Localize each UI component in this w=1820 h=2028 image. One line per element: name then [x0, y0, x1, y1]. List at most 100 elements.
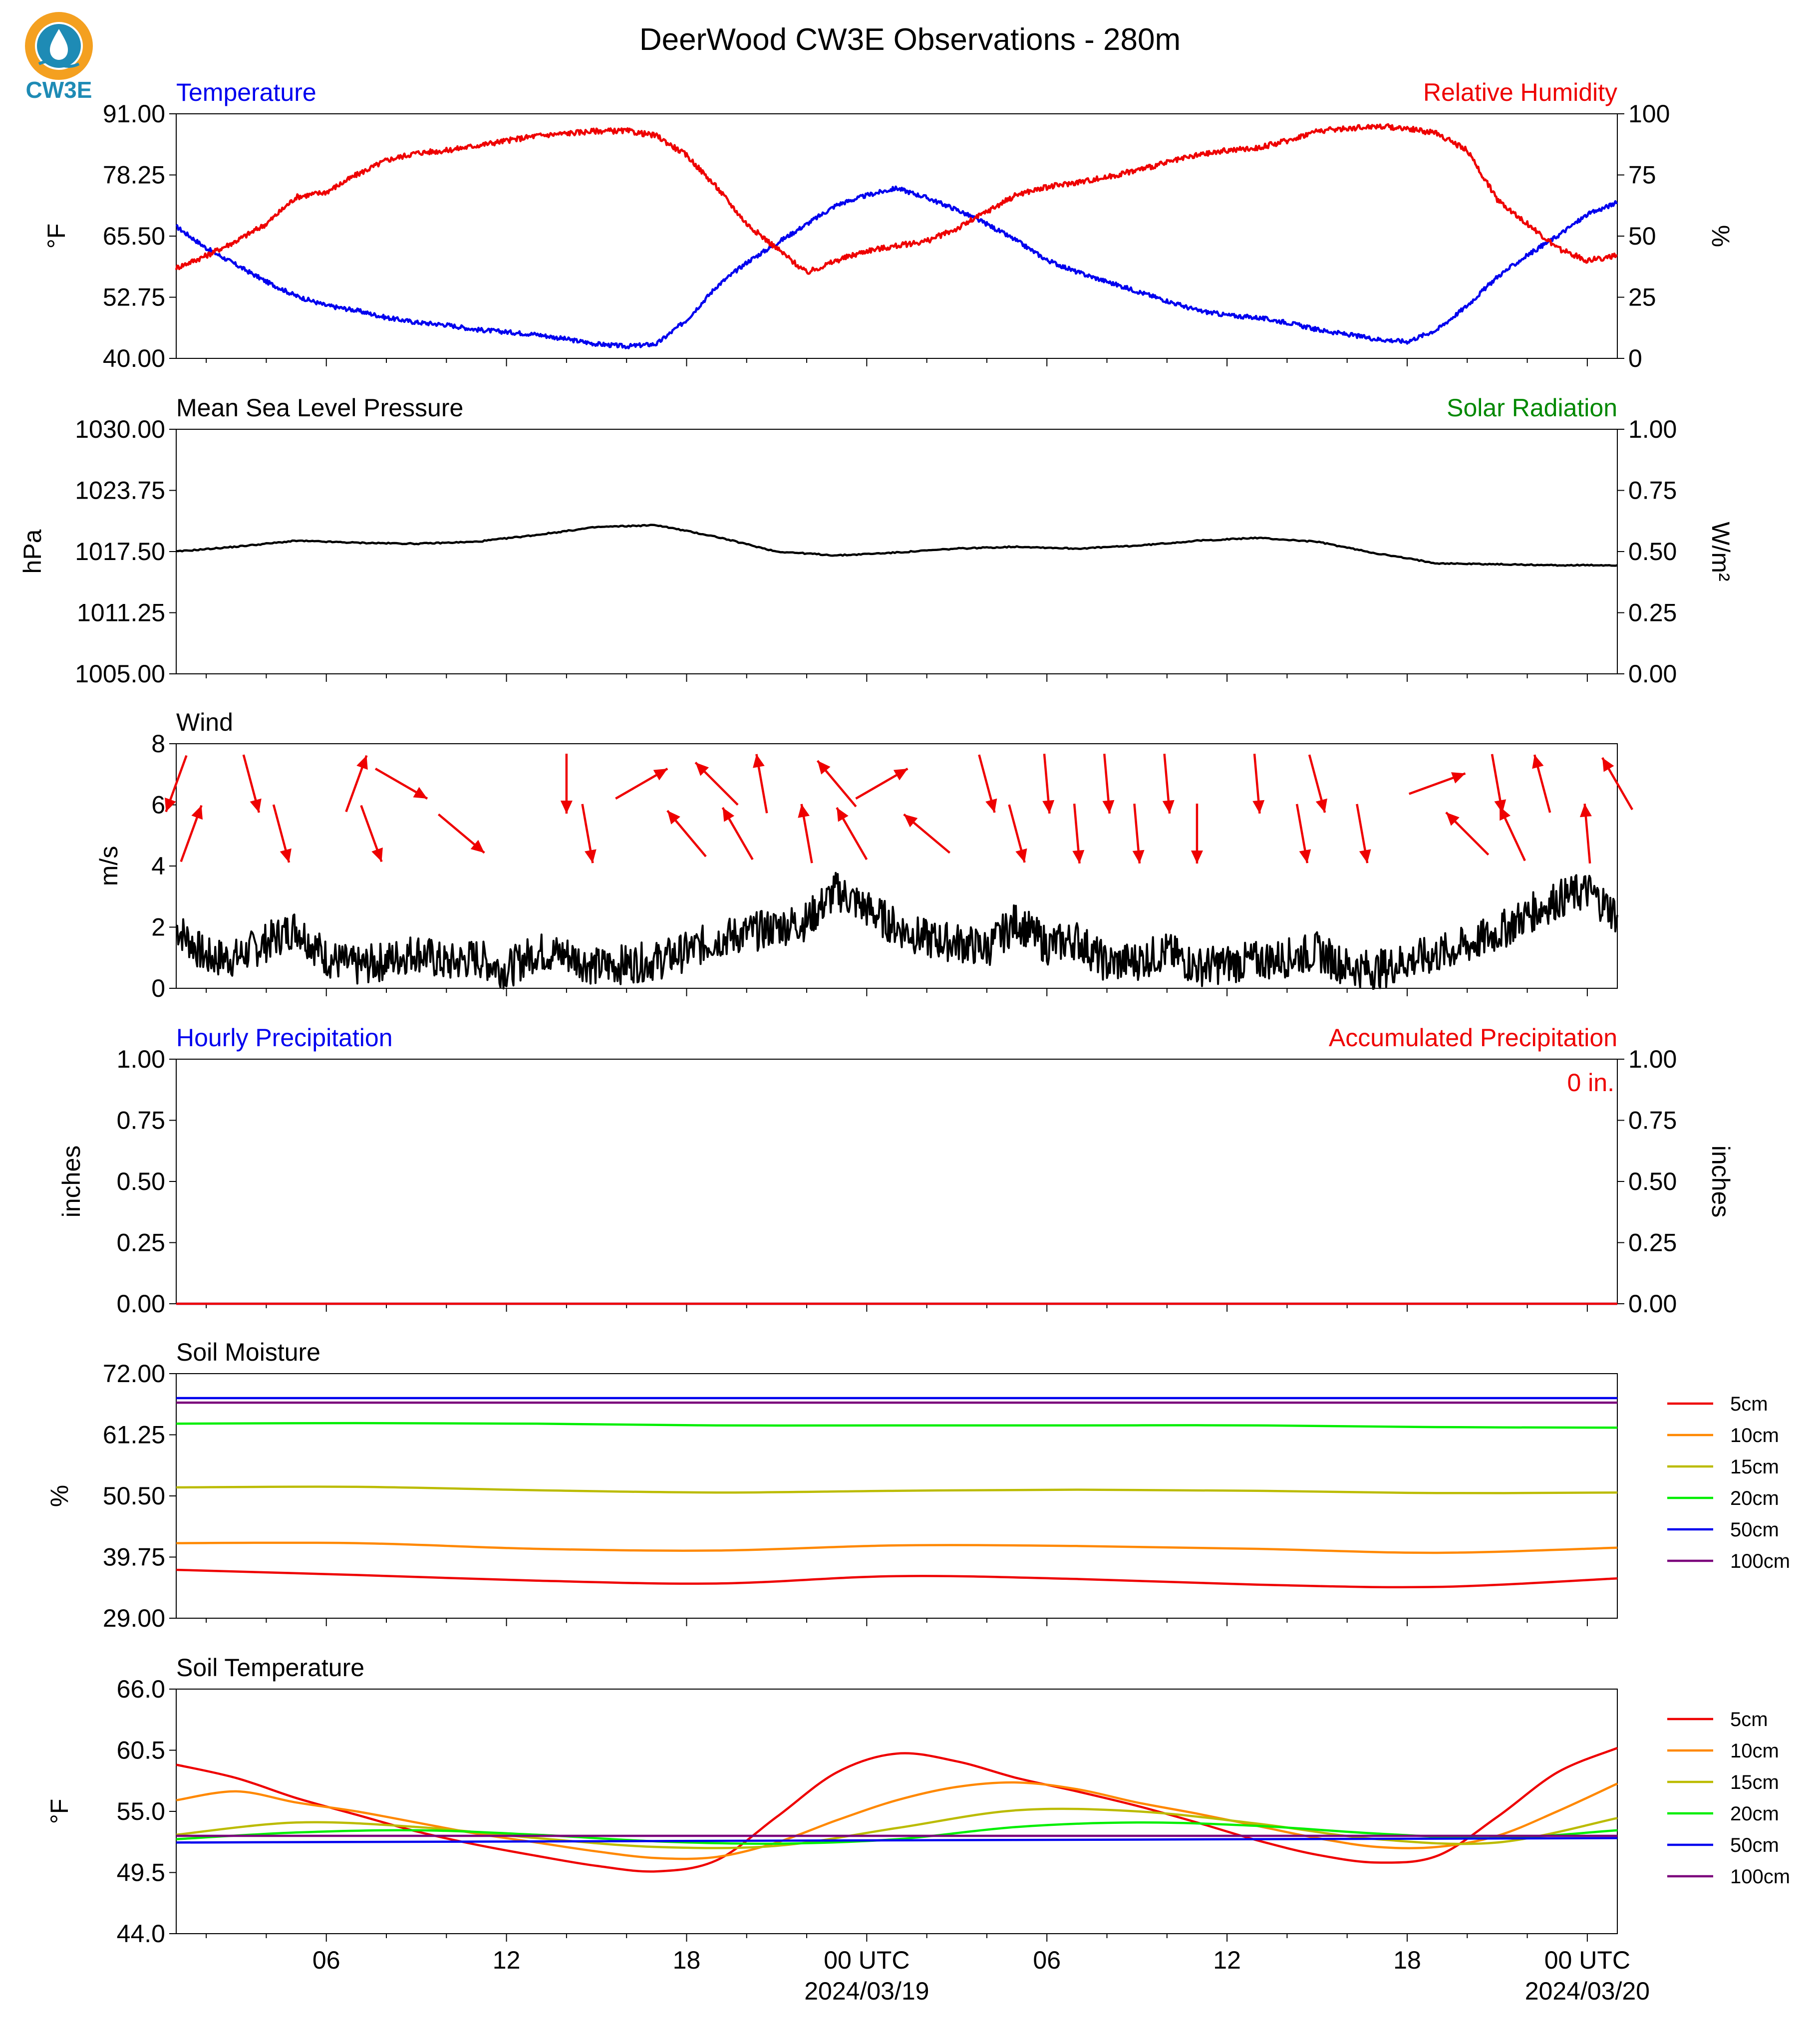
wind-arrowhead	[1191, 851, 1203, 864]
y-right-tick-label: 75	[1628, 161, 1656, 189]
panel-title-right: Accumulated Precipitation	[1329, 1024, 1617, 1052]
y-right-axis-label: W/m²	[1707, 522, 1735, 581]
panel-title-left: Soil Temperature	[176, 1654, 364, 1682]
wind-arrowhead	[1072, 850, 1085, 864]
panel-2: 1005.00 1011.25 1017.50 1023.75 1030.00 0.00 0…	[18, 394, 1735, 688]
x-date-label: 2024/03/20	[1525, 1977, 1650, 2005]
cw3e-logo: CW3E	[25, 12, 93, 103]
y-tick-label: 4	[151, 852, 165, 880]
wind-arrowhead	[560, 801, 573, 814]
accum-total-annotation: 0 in.	[1567, 1069, 1614, 1097]
wind-arrowhead	[280, 848, 292, 863]
y-tick-label: 0.00	[117, 1290, 165, 1318]
y-right-tick-label: 1.00	[1628, 1045, 1677, 1073]
y-axis-label: °F	[45, 1799, 73, 1824]
y-tick-label: 72.00	[103, 1360, 165, 1388]
y-tick-label: 39.75	[103, 1543, 165, 1571]
x-tick-label: 18	[673, 1946, 701, 1974]
legend-label: 5cm	[1730, 1709, 1768, 1731]
legend-label: 10cm	[1730, 1425, 1779, 1447]
wind-arrowhead	[653, 769, 668, 781]
y-right-tick-label: 0.00	[1628, 660, 1677, 688]
wind-arrowhead	[1299, 849, 1311, 864]
y-tick-label: 1023.75	[75, 477, 165, 505]
y-tick-label: 44.0	[117, 1920, 165, 1948]
y-axis-label: °F	[42, 224, 70, 249]
panels-group: 40.0052.7565.5078.2591.000255075100Tempe…	[18, 78, 1790, 1948]
legend-label: 20cm	[1730, 1487, 1779, 1509]
y-right-tick-label: 0.25	[1628, 599, 1677, 627]
legend-label: 15cm	[1730, 1456, 1779, 1478]
wind-arrowhead	[1132, 850, 1145, 864]
y-tick-label: 0.50	[117, 1167, 165, 1195]
wind-arrowhead	[585, 849, 597, 864]
wind-arrowhead	[695, 762, 709, 776]
panel-title-right: Solar Radiation	[1447, 394, 1617, 422]
plot-frame	[176, 1373, 1618, 1619]
wind-arrowhead	[798, 804, 810, 818]
y-right-tick-label: 0	[1628, 344, 1642, 372]
wind-arrowhead	[1102, 800, 1115, 814]
wind-arrowhead	[1446, 812, 1460, 826]
y-tick-label: 1011.25	[77, 599, 165, 627]
panel-3: 0 2 4 6 8 Wind m/s	[95, 708, 1633, 1002]
y-axis-label: inches	[57, 1146, 85, 1218]
wind-arrowhead	[893, 769, 908, 781]
wind-arrowhead	[165, 797, 176, 812]
y-right-tick-label: 25	[1628, 284, 1656, 311]
series-line-5cm	[176, 1746, 1618, 1873]
y-right-axis-label: inches	[1707, 1146, 1735, 1218]
legend-label: 50cm	[1730, 1834, 1779, 1856]
series-line-10cm	[176, 1541, 1618, 1554]
y-right-tick-label: 50	[1628, 222, 1656, 250]
wind-arrowhead	[904, 814, 918, 828]
y-right-axis-label: %	[1707, 225, 1735, 247]
panel-5: 29.00 39.75 50.50 61.25 72.00 Soil Moisture% 5…	[45, 1338, 1790, 1632]
y-tick-label: 65.50	[103, 222, 165, 250]
legend-label: 100cm	[1730, 1866, 1790, 1888]
x-tick-label: 06	[1033, 1946, 1061, 1974]
wind-arrowhead	[817, 761, 831, 775]
wind-arrowhead	[470, 840, 485, 853]
legend-label: 5cm	[1730, 1393, 1768, 1415]
wind-arrowhead	[1042, 800, 1055, 814]
logo-drop-icon	[50, 29, 68, 60]
series-line-10cm	[176, 1781, 1618, 1860]
y-tick-label: 0.75	[117, 1107, 165, 1135]
wind-arrowhead	[1359, 849, 1371, 864]
y-tick-label: 78.25	[103, 161, 165, 189]
panel-title-left: Hourly Precipitation	[176, 1024, 393, 1052]
y-tick-label: 91.00	[103, 100, 165, 128]
x-tick-label: 18	[1393, 1946, 1421, 1974]
wind-arrowhead	[1579, 804, 1592, 818]
x-tick-label: 12	[493, 1946, 521, 1974]
y-right-tick-label: 0.75	[1628, 477, 1677, 505]
y-tick-label: 49.5	[117, 1859, 165, 1887]
panel-title-left: Soil Moisture	[176, 1338, 320, 1366]
legend-label: 15cm	[1730, 1771, 1779, 1793]
panel-6: 44.0 49.5 55.0 60.5 66.0 Soil Temperature °F 5c…	[45, 1654, 1790, 1948]
y-tick-label: 29.00	[103, 1604, 165, 1632]
legend-label: 20cm	[1730, 1803, 1779, 1825]
wind-arrowhead	[250, 798, 262, 813]
plot-frame	[176, 113, 1618, 359]
wind-arrowhead	[371, 847, 383, 862]
y-right-tick-label: 0.75	[1628, 1107, 1677, 1135]
y-tick-label: 8	[151, 730, 165, 758]
plot-frame	[176, 1689, 1618, 1934]
x-tick-label: 12	[1213, 1946, 1241, 1974]
x-axis-group: 06 12 18 00 UTC 06 12 18 00 UTC 2024/03/19 2024/0…	[312, 1946, 1650, 2005]
y-tick-label: 0	[151, 974, 165, 1002]
series-line-5cm	[176, 1568, 1618, 1589]
wind-arrowhead	[1162, 800, 1175, 814]
wind-arrowhead	[837, 808, 849, 822]
wind-arrowhead	[356, 755, 368, 770]
series-line-wind	[175, 871, 1618, 990]
y-axis-label: %	[45, 1485, 73, 1507]
wind-arrowhead	[753, 754, 765, 768]
y-tick-label: 1030.00	[75, 415, 165, 443]
wind-arrowhead	[191, 805, 203, 820]
y-right-tick-label: 0.50	[1628, 1167, 1677, 1195]
